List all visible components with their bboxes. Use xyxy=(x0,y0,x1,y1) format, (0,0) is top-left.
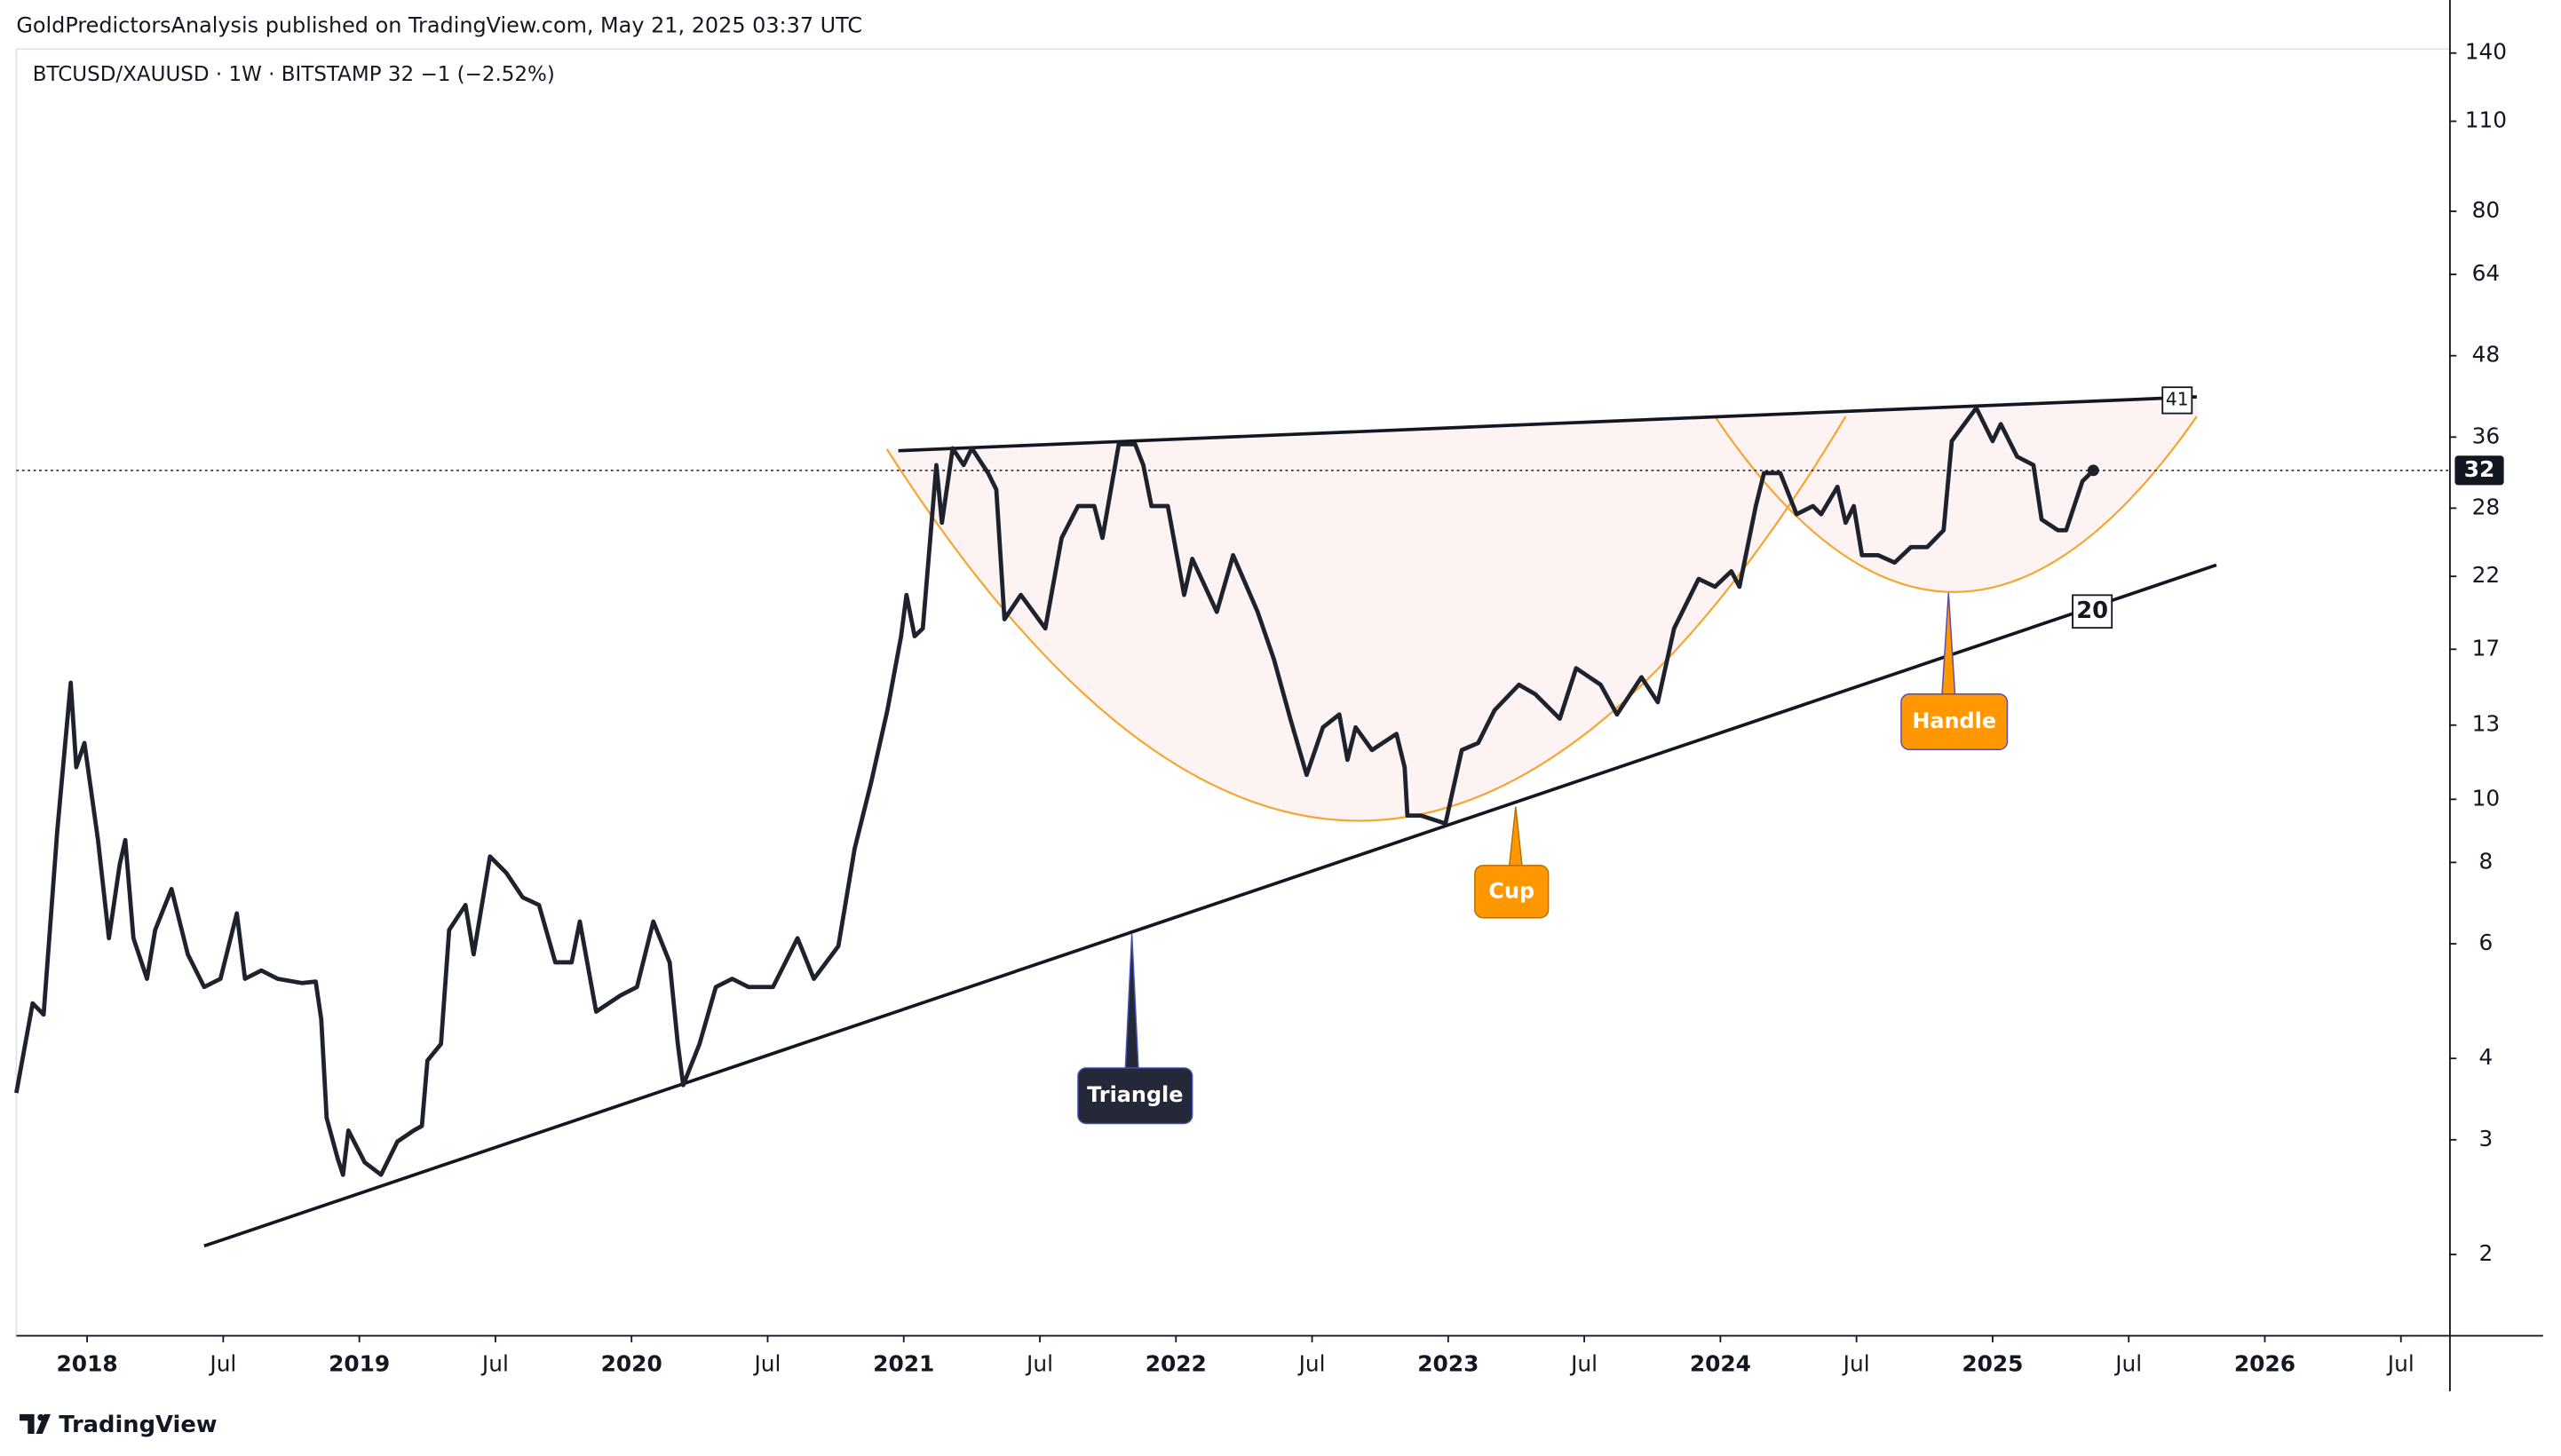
y-tick-label: 64 xyxy=(2472,260,2501,286)
y-tick-label: 8 xyxy=(2478,848,2493,874)
y-tick-label: 4 xyxy=(2478,1044,2493,1070)
y-tick-label: 110 xyxy=(2465,107,2507,133)
trendline-price-label: 20 xyxy=(2076,597,2108,624)
upper-trendline xyxy=(898,395,2197,453)
brand-name: TradingView xyxy=(59,1412,217,1438)
trendline-price-box xyxy=(2161,386,2193,415)
x-tick-label: 2019 xyxy=(329,1351,390,1377)
callout-pointer xyxy=(1124,934,1139,1071)
y-tick-label: 10 xyxy=(2472,785,2501,811)
callout-pointer xyxy=(1508,806,1524,868)
trendline-price-label: 41 xyxy=(2166,388,2189,409)
last-price-label: 32 xyxy=(2464,456,2495,482)
y-tick-label: 80 xyxy=(2472,197,2501,223)
x-tick-label: Jul xyxy=(1297,1351,1326,1377)
handle-arc xyxy=(1714,415,2198,593)
x-tick-label: Jul xyxy=(208,1351,236,1377)
lower-trendline xyxy=(203,563,2217,1248)
x-tick-label: Jul xyxy=(1569,1351,1598,1377)
x-tick-label: 2022 xyxy=(1146,1351,1207,1377)
y-tick-label: 6 xyxy=(2478,930,2493,955)
x-tick-label: 2018 xyxy=(57,1351,118,1377)
x-tick-label: Jul xyxy=(1025,1351,1053,1377)
x-tick-label: 2026 xyxy=(2234,1351,2295,1377)
y-tick-label: 2 xyxy=(2478,1240,2493,1266)
pattern-fill xyxy=(886,396,2197,821)
y-tick-label: 17 xyxy=(2472,635,2501,661)
callout-box xyxy=(1077,1067,1193,1125)
brand-logo xyxy=(20,1413,52,1434)
x-tick-label: 2023 xyxy=(1417,1351,1479,1377)
y-tick-label: 3 xyxy=(2478,1126,2493,1151)
x-tick-label: 2020 xyxy=(601,1351,662,1377)
y-tick-label: 13 xyxy=(2472,711,2501,737)
x-tick-label: Jul xyxy=(752,1351,781,1377)
x-tick-label: 2025 xyxy=(1962,1351,2023,1377)
callout-box xyxy=(1900,693,2009,751)
x-tick-label: Jul xyxy=(480,1351,509,1377)
callout-label: Cup xyxy=(1488,878,1534,903)
publish-header: GoldPredictorsAnalysis published on Trad… xyxy=(16,12,862,37)
y-tick-label: 36 xyxy=(2472,423,2501,448)
cup-arc xyxy=(885,415,1847,822)
x-tick-label: Jul xyxy=(2113,1351,2142,1377)
y-tick-label: 140 xyxy=(2465,39,2507,65)
symbol-info: BTCUSD/XAUUSD · 1W · BITSTAMP 32 −1 (−2.… xyxy=(33,63,555,86)
x-tick-label: Jul xyxy=(1842,1351,1870,1377)
callout-box xyxy=(1474,865,1550,919)
last-price-tag xyxy=(2454,455,2504,486)
x-tick-label: 2021 xyxy=(873,1351,934,1377)
y-tick-label: 28 xyxy=(2472,494,2501,519)
callout-label: Triangle xyxy=(1087,1082,1183,1107)
price-line xyxy=(14,406,2096,1177)
y-tick-label: 22 xyxy=(2472,562,2501,588)
callout-pointer xyxy=(1941,592,1956,697)
x-tick-label: Jul xyxy=(2386,1351,2414,1377)
trendline-price-box xyxy=(2072,594,2113,629)
x-tick-label: 2024 xyxy=(1690,1351,1751,1377)
callout-label: Handle xyxy=(1912,708,1996,733)
y-tick-label: 48 xyxy=(2472,342,2501,368)
